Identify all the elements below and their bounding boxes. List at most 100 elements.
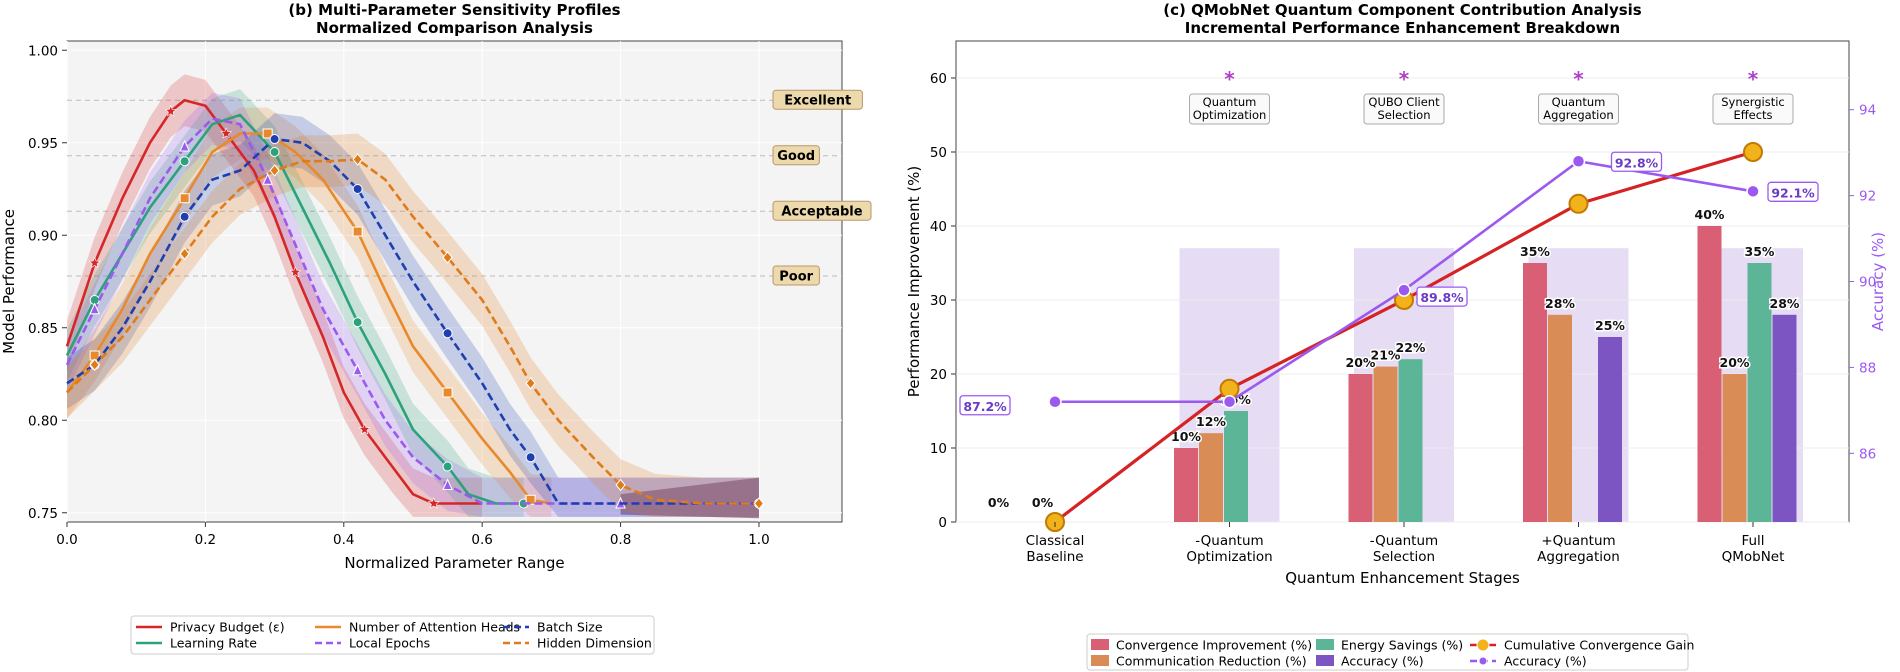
legend-frame — [130, 615, 655, 655]
chart-subtitle: Normalized Comparison Analysis — [316, 19, 593, 37]
bar — [1373, 366, 1398, 522]
data-point — [269, 134, 280, 145]
quality-label-box — [772, 89, 863, 110]
bar-value-label: 21% — [1371, 348, 1401, 363]
accuracy-point — [1397, 283, 1411, 297]
annotation-text-line: Effects — [1733, 108, 1772, 122]
legend-label: Hidden Dimension — [537, 636, 652, 651]
legend-label: Number of Attention Heads — [349, 620, 520, 635]
data-point — [89, 358, 100, 372]
y-tick-label: 20 — [930, 367, 947, 383]
cumulative-point — [1568, 193, 1589, 214]
data-point — [289, 265, 302, 278]
accuracy-label: 92.8% — [1615, 155, 1659, 170]
significance-star: * — [1748, 67, 1759, 91]
x-axis-label: Normalized Parameter Range — [344, 554, 564, 572]
category-label-line: QMobNet — [1722, 549, 1785, 565]
legend: Privacy Budget (ε) Number of Attention He… — [130, 615, 655, 655]
y-tick-label: 0.85 — [28, 321, 58, 337]
quality-label: Acceptable — [781, 205, 862, 220]
bar-value-label: 25% — [1595, 318, 1625, 333]
data-point — [442, 328, 453, 339]
category-label-line: Optimization — [1186, 549, 1272, 565]
bar-value-label: 10% — [1171, 429, 1201, 444]
legend-label: Learning Rate — [170, 636, 257, 651]
legend: Convergence Improvement (%) Energy Saving… — [1086, 633, 1694, 671]
category-label-line: -Quantum — [1195, 533, 1263, 549]
data-point — [179, 156, 190, 167]
y-tick-label: 0.95 — [28, 136, 58, 152]
data-point — [179, 193, 190, 204]
accuracy-point — [1048, 395, 1062, 409]
data-point — [269, 147, 280, 157]
accuracy-point — [1746, 184, 1760, 199]
y-right-tick-label: 88 — [1859, 360, 1876, 376]
data-point — [269, 164, 280, 177]
legend-label: Cumulative Convergence Gain — [1504, 638, 1694, 653]
data-point — [352, 184, 363, 194]
legend-marker — [1478, 656, 1488, 666]
y-tick-label: 0 — [938, 515, 947, 531]
significance-star: * — [1573, 67, 1584, 91]
y-right-axis-label: Accuracy (%) — [1869, 232, 1887, 331]
series-line — [65, 98, 483, 505]
bar-value-label: 20% — [1720, 355, 1750, 370]
category-label: +Quantum Aggregation — [1537, 533, 1620, 565]
chart-subtitle: Incremental Performance Enhancement Brea… — [1185, 19, 1620, 37]
bar — [1747, 263, 1772, 522]
legend-label: Local Epochs — [349, 636, 430, 651]
x-tick-label: 1.0 — [748, 532, 769, 548]
y-tick-label: 50 — [930, 145, 947, 161]
bar — [1224, 411, 1248, 522]
sensitivity-chart: 0.0 0.2 0.4 0.6 0.8 1.0 0.75 0.80 0.85 0.90 0.95 1.… — [0, 1, 872, 655]
bar-value-label: 22% — [1396, 340, 1426, 355]
annotation-text-line: Synergistic — [1721, 95, 1785, 109]
bar — [1772, 314, 1797, 522]
data-point — [753, 497, 765, 510]
quality-label-box — [772, 200, 872, 221]
legend-label: Accuracy (%) — [1504, 654, 1587, 669]
legend-swatch — [1091, 639, 1109, 650]
legend-marker — [1476, 638, 1490, 652]
data-point — [89, 302, 100, 315]
bar — [1548, 314, 1572, 522]
bar — [1199, 433, 1223, 522]
y-axis-label: Model Performance — [0, 209, 18, 354]
series-line — [66, 137, 759, 505]
quality-label-box — [772, 265, 820, 286]
data-point — [442, 251, 453, 264]
y-tick-label: 0.75 — [28, 506, 58, 522]
legend-label: Energy Savings (%) — [1341, 638, 1463, 653]
confidence-band — [67, 133, 759, 517]
quantum-contribution-chart: 0 10 20 30 40 50 60 86 88 90 92 94 0% 10% 20% 35% 40% 0% 1… — [905, 1, 1887, 671]
category-label-line: Aggregation — [1537, 549, 1620, 565]
x-tick-label: 0.2 — [195, 532, 216, 548]
annotation-box — [1538, 93, 1619, 125]
x-tick-label: 0.8 — [610, 532, 631, 548]
quality-label: Poor — [779, 269, 813, 284]
annotation-box — [1363, 93, 1445, 125]
confidence-band — [67, 92, 759, 517]
category-label-line: Selection — [1373, 549, 1435, 565]
data-point — [525, 494, 536, 505]
x-tick-label: 0.6 — [471, 532, 492, 548]
legend-swatch — [1091, 655, 1109, 666]
quality-label: Excellent — [784, 94, 851, 109]
accuracy-label-box — [1767, 181, 1819, 202]
y-right-tick-label: 90 — [1859, 275, 1876, 291]
data-point — [262, 128, 273, 139]
bar — [1398, 359, 1423, 522]
legend-label: Privacy Budget (ε) — [170, 620, 285, 635]
annotation-text: Quantum Optimization — [1193, 95, 1267, 122]
series-line — [65, 132, 552, 505]
data-point — [442, 387, 453, 398]
y-axis-label: Performance Improvement (%) — [905, 166, 923, 397]
bar — [1722, 374, 1747, 522]
category-label: -Quantum Optimization — [1186, 533, 1272, 565]
series-line — [66, 158, 759, 505]
quality-label: Good — [777, 149, 815, 164]
accuracy-label-box — [1610, 151, 1663, 172]
category-label: -Quantum Selection — [1370, 533, 1438, 565]
category-label: Full QMobNet — [1722, 533, 1785, 565]
